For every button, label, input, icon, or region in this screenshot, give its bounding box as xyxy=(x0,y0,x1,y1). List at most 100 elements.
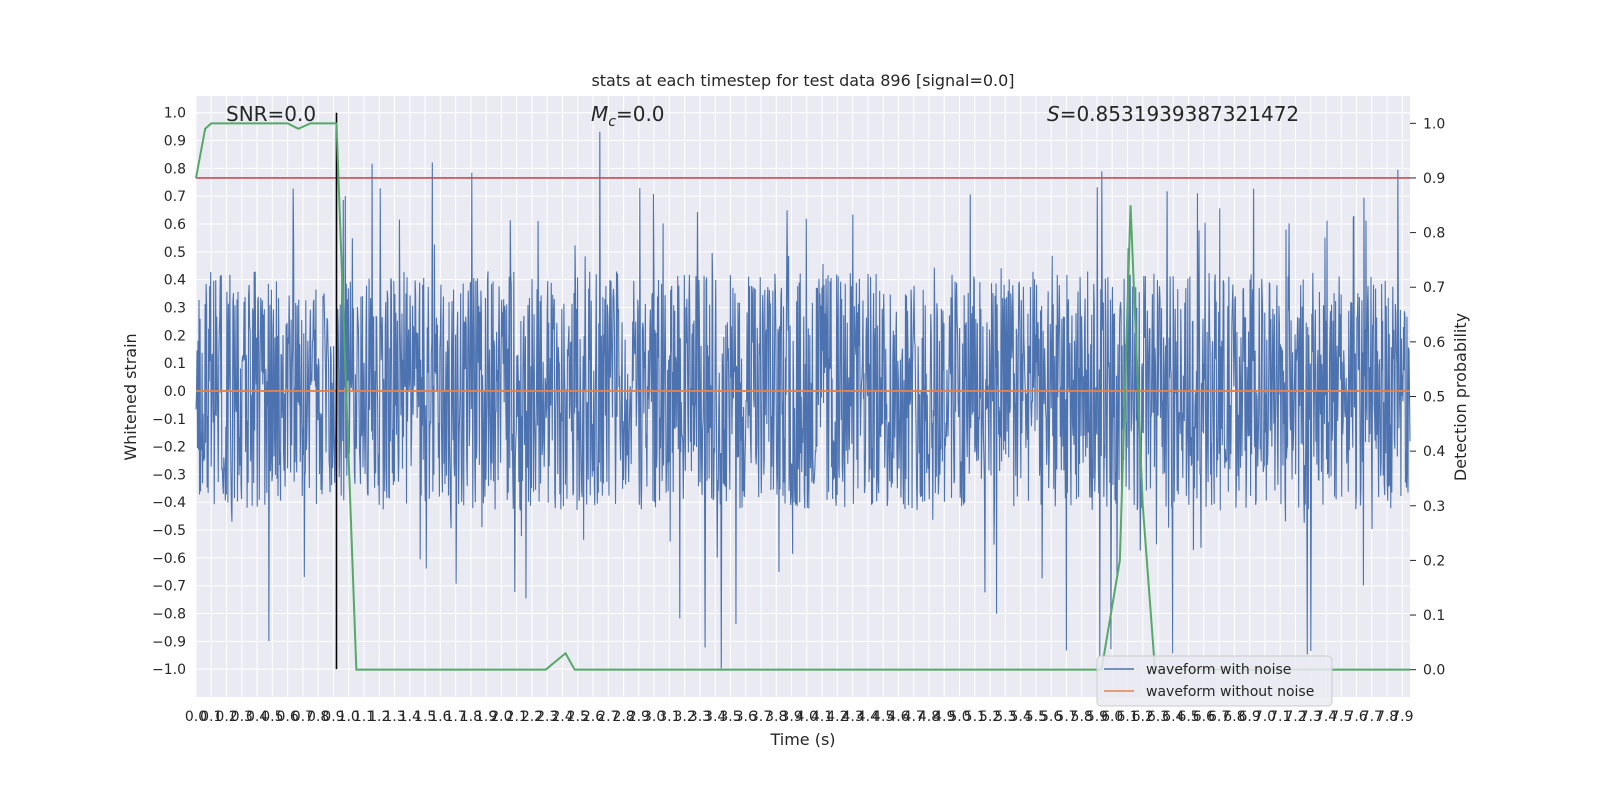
x-tick-label: 1.0 xyxy=(338,709,360,725)
x-tick-label: 0.6 xyxy=(276,709,298,725)
x-tick-label: 6.9 xyxy=(1239,709,1261,725)
x-tick-label: 1.3 xyxy=(383,709,405,725)
x-tick-label: 4.5 xyxy=(872,709,894,725)
x-tick-label: 2.8 xyxy=(612,709,634,725)
x-tick-label: 2.4 xyxy=(551,709,573,725)
y-tick-label: −0.9 xyxy=(152,634,186,650)
y2-tick-label: 0.6 xyxy=(1423,335,1445,351)
x-tick-label: 6.1 xyxy=(1116,709,1138,725)
x-tick-label: 3.0 xyxy=(643,709,665,725)
y-tick-label: 0.1 xyxy=(164,356,186,372)
x-tick-label: 6.0 xyxy=(1101,709,1123,725)
x-tick-label: 4.1 xyxy=(811,709,833,725)
x-tick-label: 7.9 xyxy=(1391,709,1413,725)
x-tick-label: 5.0 xyxy=(948,709,970,725)
y2-tick-label: 1.0 xyxy=(1423,116,1445,132)
x-tick-label: 6.4 xyxy=(1162,709,1184,725)
y-tick-label: 0.9 xyxy=(164,134,186,150)
y-tick-label: 0.7 xyxy=(164,189,186,205)
x-tick-label: 4.0 xyxy=(796,709,818,725)
y2-tick-label: 0.1 xyxy=(1423,608,1445,624)
statistic-symbol: S xyxy=(1047,102,1060,126)
x-tick-label: 0.0 xyxy=(185,709,207,725)
x-tick-label: 5.3 xyxy=(994,709,1016,725)
x-tick-label: 3.4 xyxy=(704,709,726,725)
x-tick-label: 4.3 xyxy=(841,709,863,725)
x-tick-label: 7.6 xyxy=(1345,709,1367,725)
x-tick-label: 1.9 xyxy=(475,709,497,725)
x-tick-label: 3.1 xyxy=(658,709,680,725)
y2-tick-label: 0.0 xyxy=(1423,663,1445,679)
y2-tick-label: 0.9 xyxy=(1423,171,1445,187)
y-tick-label: 1.0 xyxy=(164,106,186,122)
x-tick-label: 7.5 xyxy=(1330,709,1352,725)
snr-annotation: SNR=0.0 xyxy=(226,102,316,126)
x-tick-label: 4.7 xyxy=(903,709,925,725)
x-tick-label: 5.5 xyxy=(1025,709,1047,725)
x-tick-label: 0.5 xyxy=(261,709,283,725)
x-tick-label: 1.7 xyxy=(444,709,466,725)
y-tick-label: −0.2 xyxy=(152,440,186,456)
x-tick-label: 1.2 xyxy=(368,709,390,725)
x-tick-label: 6.6 xyxy=(1193,709,1215,725)
legend: waveform with noise waveform without noi… xyxy=(1096,655,1333,707)
series-detection-probability xyxy=(195,122,1410,671)
chirp-mass-symbol: M xyxy=(591,102,608,126)
x-tick-label: 6.2 xyxy=(1132,709,1154,725)
y2-tick-label: 0.2 xyxy=(1423,553,1445,569)
x-tick-label: 7.2 xyxy=(1284,709,1306,725)
statistic-value: =0.8531939387321472 xyxy=(1060,102,1299,126)
x-tick-label: 2.2 xyxy=(521,709,543,725)
y-tick-label: −0.6 xyxy=(152,551,186,567)
x-tick-label: 4.4 xyxy=(857,709,879,725)
x-tick-label: 0.7 xyxy=(292,709,314,725)
y-tick-label: 0.8 xyxy=(164,161,186,177)
legend-label-clean: waveform without noise xyxy=(1146,684,1314,700)
x-tick-label: 5.2 xyxy=(979,709,1001,725)
y-tick-label: −0.4 xyxy=(152,495,186,511)
y-tick-label: 0.2 xyxy=(164,328,186,344)
chart-title: stats at each timestep for test data 896… xyxy=(591,71,1014,90)
y-tick-label: −0.1 xyxy=(152,412,186,428)
x-tick-label: 7.7 xyxy=(1361,709,1383,725)
x-tick-label: 4.6 xyxy=(887,709,909,725)
snr-statistic-annotation: S=0.8531939387321472 xyxy=(1047,102,1299,126)
y-tick-label: −1.0 xyxy=(152,662,186,678)
x-tick-label: 4.9 xyxy=(933,709,955,725)
x-tick-label: 3.8 xyxy=(765,709,787,725)
x-tick-label: 5.7 xyxy=(1055,709,1077,725)
x-tick-label: 7.4 xyxy=(1315,709,1337,725)
y-axis-label: Whitened strain xyxy=(121,333,140,460)
x-tick-label: 1.5 xyxy=(414,709,436,725)
x-tick-label: 6.5 xyxy=(1177,709,1199,725)
y2-tick-label: 0.7 xyxy=(1423,280,1445,296)
chirp-mass-subscript: c xyxy=(608,114,616,130)
x-tick-label: 5.1 xyxy=(964,709,986,725)
y-tick-label: 0.6 xyxy=(164,217,186,233)
x-tick-label: 3.3 xyxy=(689,709,711,725)
chirp-mass-annotation: Mc=0.0 xyxy=(591,102,665,130)
x-tick-label: 6.8 xyxy=(1223,709,1245,725)
series-waveform-with-noise xyxy=(195,131,1411,669)
y-tick-label: −0.8 xyxy=(152,607,186,623)
x-tick-label: 0.4 xyxy=(246,709,268,725)
x-tick-label: 3.2 xyxy=(674,709,696,725)
x-tick-label: 4.2 xyxy=(826,709,848,725)
chirp-mass-value: =0.0 xyxy=(616,102,665,126)
y2-tick-label: 0.8 xyxy=(1423,226,1445,242)
x-tick-label: 2.0 xyxy=(490,709,512,725)
x-tick-label: 5.6 xyxy=(1040,709,1062,725)
y-tick-label: 0.0 xyxy=(164,384,186,400)
x-tick-label: 2.3 xyxy=(536,709,558,725)
x-tick-label: 1.1 xyxy=(353,709,375,725)
y-axis-ticks: 1.0 0.9 0.8 0.7 0.6 0.5 0.4 0.3 0.2 0.1 0.0 −0.1 −0.… xyxy=(152,106,186,678)
legend-box xyxy=(1096,655,1333,707)
x-tick-label: 7.0 xyxy=(1254,709,1276,725)
x-tick-label: 3.5 xyxy=(719,709,741,725)
detection-probability-line xyxy=(195,122,1410,671)
y2-axis-ticks: 1.0 0.9 0.8 0.7 0.6 0.5 0.4 0.3 0.2 0.1 0.0 xyxy=(1410,116,1445,679)
x-tick-label: 0.8 xyxy=(307,709,329,725)
y-tick-label: 0.4 xyxy=(164,273,186,289)
y2-tick-label: 0.4 xyxy=(1423,444,1445,460)
